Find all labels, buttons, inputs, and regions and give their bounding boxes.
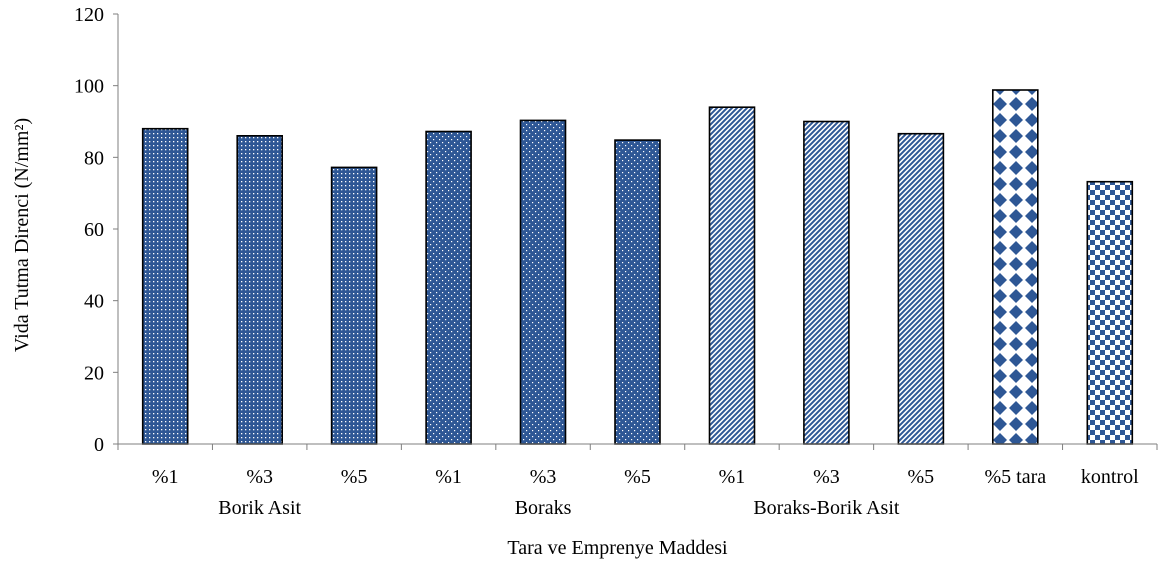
bar-2: [236, 135, 283, 445]
x-category-label: %5 tara: [984, 466, 1046, 488]
x-category-label: %1: [435, 466, 462, 488]
y-tick-label: 20: [84, 362, 104, 384]
bar-4: [425, 130, 472, 445]
x-category-label: kontrol: [1081, 466, 1139, 488]
x-category-label: %1: [719, 466, 746, 488]
x-category-label: %3: [530, 466, 557, 488]
bar-10: [991, 89, 1039, 445]
x-category-label: %3: [246, 466, 273, 488]
bar-9: [897, 132, 945, 445]
bar-1: [141, 127, 189, 445]
labels: 0 20 40 60 80 100 120 %1 %3 %5 %1 %3 %5 %1 %3 %5 %5 tara…: [74, 4, 1139, 519]
x-category-label: %5: [908, 466, 935, 488]
x-group-label: Boraks-Borik Asit: [753, 497, 900, 519]
y-tick-label: 120: [74, 4, 104, 26]
x-category-label: %3: [813, 466, 840, 488]
x-category-label: %5: [341, 466, 368, 488]
x-group-label: Borik Asit: [218, 497, 301, 519]
y-axis-title: Vida Tutma Direnci (N/mm²): [11, 118, 33, 352]
x-axis-title: Tara ve Emprenye Maddesi: [507, 537, 728, 559]
y-tick-label: 80: [84, 147, 104, 169]
y-tick-label: 100: [74, 76, 104, 98]
y-tick-label: 0: [94, 434, 104, 456]
y-tick-label: 40: [84, 291, 104, 313]
x-group-label: Boraks: [515, 497, 572, 519]
bar-11: [1086, 180, 1134, 445]
axes: [113, 13, 1158, 450]
x-category-label: %5: [624, 466, 651, 488]
x-category-label: %1: [152, 466, 179, 488]
bar-3: [330, 166, 378, 445]
bar-5: [519, 119, 567, 445]
bar-8: [803, 120, 850, 445]
bar-6: [614, 139, 661, 445]
bars: [141, 89, 1134, 445]
y-tick-label: 60: [84, 219, 104, 241]
bar-7: [708, 106, 756, 445]
